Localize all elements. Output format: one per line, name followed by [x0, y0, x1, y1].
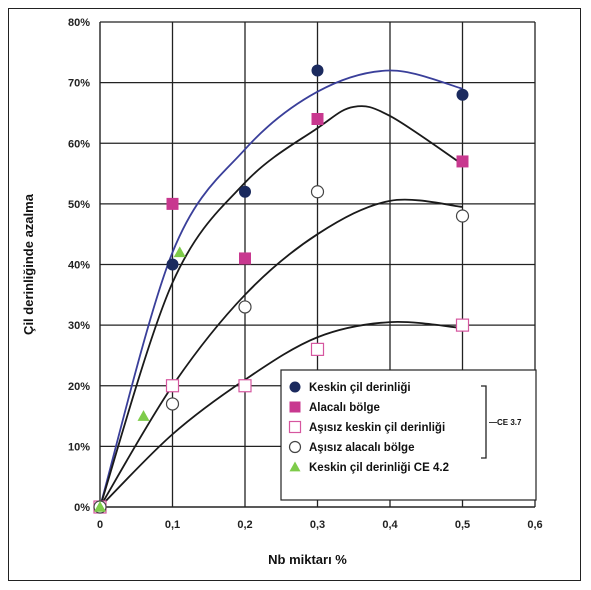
- x-tick-label: 0,2: [237, 519, 252, 531]
- marker-square-filled: [166, 197, 179, 210]
- x-tick-label: 0,1: [165, 519, 180, 531]
- trendline: [99, 320, 463, 508]
- marker-square-open: [310, 342, 325, 356]
- marker-square-open: [455, 318, 470, 332]
- y-tick-label: 70%: [68, 78, 90, 90]
- legend: Keskin çil derinliği Alacalı bölge Aşısız …: [280, 369, 537, 501]
- axes: 0% 10% 20% 30% 40% 50% 60% 70% 80% 0 0,1 0,2 0,3 0,4 0…: [68, 17, 543, 531]
- y-tick-label: 40%: [68, 260, 90, 272]
- marker-circle-filled: [311, 64, 324, 77]
- marker-square-open: [288, 420, 302, 434]
- trendline: [99, 69, 463, 508]
- marker-circle-open: [288, 440, 302, 454]
- legend-label: Keskin çil derinliği: [309, 382, 411, 394]
- marker-circle-open: [238, 300, 252, 314]
- marker-square-filled: [289, 401, 301, 413]
- marker-circle-filled: [166, 258, 179, 271]
- marker-triangle-filled: [173, 246, 186, 258]
- y-axis-title: Çil derinliğinde azalma: [21, 193, 36, 335]
- legend-label: Alacalı bölge: [309, 402, 380, 414]
- marker-circle-open: [165, 397, 180, 411]
- x-tick-label: 0,3: [310, 519, 325, 531]
- marker-square-filled: [311, 113, 324, 125]
- x-tick-label: 0,4: [382, 519, 398, 531]
- legend-box: [280, 369, 537, 501]
- marker-circle-filled: [239, 185, 251, 198]
- y-tick-label: 20%: [68, 381, 90, 393]
- y-tick-label: 30%: [68, 320, 90, 332]
- marker-square-open: [238, 379, 252, 393]
- y-tick-label: 0%: [74, 502, 90, 514]
- trendline: [99, 105, 464, 508]
- x-tick-label: 0,6: [527, 519, 542, 531]
- y-tick-label: 80%: [68, 17, 90, 29]
- marker-triangle-filled: [137, 410, 150, 421]
- legend-label: Keskin çil derinliği CE 4.2: [309, 462, 449, 474]
- x-axis-title: Nb miktarı %: [268, 552, 347, 567]
- marker-triangle-filled: [289, 461, 301, 472]
- marker-circle-filled: [289, 381, 301, 393]
- legend-label: Aşısız alacalı bölge: [309, 442, 414, 454]
- marker-circle-open: [455, 209, 470, 223]
- chart-frame: 0% 10% 20% 30% 40% 50% 60% 70% 80% 0 0,1 0,2 0,3 0,4 0…: [8, 8, 581, 581]
- data-markers: [93, 64, 470, 514]
- bracket-label: —CE 3.7: [489, 418, 522, 427]
- x-tick-label: 0,5: [455, 519, 470, 531]
- marker-square-filled: [456, 155, 469, 168]
- marker-square-open: [165, 379, 180, 393]
- marker-circle-open: [310, 185, 325, 199]
- marker-circle-filled: [456, 88, 469, 101]
- y-tick-label: 60%: [68, 138, 90, 150]
- chart-svg: 0% 10% 20% 30% 40% 50% 60% 70% 80% 0 0,1 0,2 0,3 0,4 0…: [21, 17, 543, 567]
- trendline: [99, 198, 463, 508]
- legend-label: Aşısız keskin çil derinliği: [309, 422, 445, 434]
- marker-triangle-filled: [94, 501, 106, 512]
- y-tick-label: 10%: [68, 441, 90, 453]
- x-tick-label: 0: [97, 519, 103, 531]
- trendlines: [99, 69, 464, 508]
- legend-bracket: [481, 385, 487, 459]
- y-tick-label: 50%: [68, 199, 90, 211]
- marker-square-filled: [239, 252, 251, 265]
